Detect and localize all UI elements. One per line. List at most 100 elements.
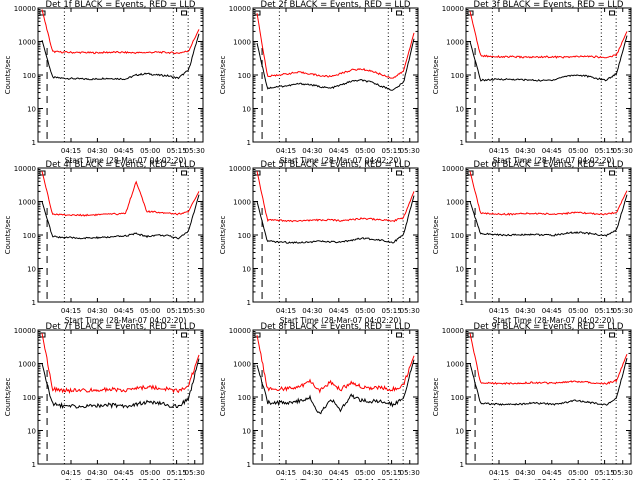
- series-line-events: [469, 194, 628, 237]
- y-axis-label: Counts/sec: [432, 216, 440, 255]
- corner-marker: [181, 10, 188, 16]
- x-tick-label: 04:15: [61, 147, 81, 155]
- x-tick-label: 04:45: [542, 469, 562, 477]
- series-line-events: [256, 195, 415, 244]
- corner-marker: [396, 170, 403, 176]
- y-tick-label: 1000: [233, 361, 251, 369]
- x-tick-label: 05:30: [400, 307, 420, 315]
- x-tick-label: 04:30: [515, 147, 535, 155]
- x-tick-label: 04:45: [329, 147, 349, 155]
- series-line-lld: [256, 13, 415, 79]
- y-tick-label: 10000: [442, 327, 464, 335]
- y-tick-label: 1000: [446, 199, 464, 207]
- y-tick-label: 1: [247, 139, 251, 147]
- x-tick-label: 04:30: [87, 147, 107, 155]
- y-tick-label: 10000: [14, 5, 36, 13]
- y-tick-label: 100: [23, 394, 36, 402]
- y-tick-label: 1: [32, 461, 36, 469]
- x-axis-label: Start Time (28-Mar-07 04:02:20): [65, 478, 187, 480]
- series-line-lld: [41, 9, 200, 55]
- chart-title: Det 3f BLACK = Events, RED = LLD: [474, 0, 624, 10]
- plot-frame: [37, 167, 204, 303]
- x-tick-label: 05:00: [355, 147, 375, 155]
- x-tick-label: 05:00: [568, 307, 588, 315]
- y-tick-label: 10: [242, 266, 251, 274]
- y-tick-label: 1: [247, 461, 251, 469]
- x-tick-label: 05:30: [185, 307, 205, 315]
- y-tick-label: 100: [238, 72, 251, 80]
- chart-title: Det 4f BLACK = Events, RED = LLD: [46, 160, 196, 170]
- x-tick-label: 04:30: [302, 469, 322, 477]
- y-tick-label: 10000: [229, 165, 251, 173]
- x-tick-label: 04:45: [329, 307, 349, 315]
- x-tick-label: 05:30: [613, 147, 633, 155]
- series-line-lld: [469, 333, 628, 385]
- series-line-lld: [41, 333, 200, 394]
- y-tick-label: 10000: [14, 327, 36, 335]
- y-tick-label: 100: [23, 232, 36, 240]
- x-tick-label: 04:30: [515, 307, 535, 315]
- panel-det-8: Det 8f BLACK = Events, RED = LLD Counts/s…: [219, 322, 420, 480]
- corner-marker: [181, 332, 188, 338]
- x-tick-label: 04:30: [87, 469, 107, 477]
- x-tick-label: 05:00: [568, 469, 588, 477]
- chart-title: Det 9f BLACK = Events, RED = LLD: [474, 322, 624, 332]
- y-tick-label: 10000: [229, 327, 251, 335]
- panel-det-3: Det 3f BLACK = Events, RED = LLD Counts/s…: [432, 0, 633, 165]
- y-tick-label: 1000: [18, 39, 36, 47]
- x-axis-label: Start Time (28-Mar-07 04:02:20): [493, 156, 615, 165]
- x-tick-label: 04:15: [61, 469, 81, 477]
- y-tick-label: 10: [27, 428, 36, 436]
- y-tick-label: 10: [242, 106, 251, 114]
- y-tick-label: 10000: [229, 5, 251, 13]
- y-axis-label: Counts/sec: [4, 56, 12, 95]
- chart-title: Det 2f BLACK = Events, RED = LLD: [261, 0, 411, 10]
- chart-title: Det 7f BLACK = Events, RED = LLD: [46, 322, 196, 332]
- panel-det-4: Det 4f BLACK = Events, RED = LLD Counts/s…: [4, 160, 205, 325]
- panel-det-6: Det 6f BLACK = Events, RED = LLD Counts/s…: [432, 160, 633, 325]
- y-tick-label: 1: [247, 299, 251, 307]
- y-tick-label: 1000: [18, 361, 36, 369]
- x-tick-label: 04:45: [542, 147, 562, 155]
- plot-frame: [465, 7, 632, 143]
- series-line-events: [469, 35, 628, 82]
- x-tick-label: 05:15: [382, 147, 402, 155]
- y-tick-label: 10: [242, 428, 251, 436]
- series-line-lld: [41, 171, 200, 217]
- plot-frame: [252, 167, 419, 303]
- x-axis-label: Start Time (28-Mar-07 04:02:20): [65, 156, 187, 165]
- panel-det-5: Det 5f BLACK = Events, RED = LLD Counts/s…: [219, 160, 420, 325]
- x-tick-label: 04:45: [329, 469, 349, 477]
- y-axis-label: Counts/sec: [219, 56, 227, 95]
- y-axis-label: Counts/sec: [432, 378, 440, 417]
- series-line-lld: [256, 335, 415, 394]
- series-line-lld: [256, 171, 415, 223]
- y-axis-label: Counts/sec: [4, 216, 12, 255]
- y-tick-label: 10: [27, 106, 36, 114]
- plot-frame: [252, 329, 419, 465]
- y-tick-label: 100: [238, 232, 251, 240]
- x-tick-label: 05:15: [382, 469, 402, 477]
- x-tick-label: 05:15: [595, 469, 615, 477]
- x-tick-label: 04:45: [114, 307, 134, 315]
- panel-det-7: Det 7f BLACK = Events, RED = LLD Counts/s…: [4, 322, 205, 480]
- x-tick-label: 05:00: [140, 307, 160, 315]
- x-tick-label: 04:15: [489, 307, 509, 315]
- y-axis-label: Counts/sec: [4, 378, 12, 417]
- x-tick-label: 04:30: [302, 307, 322, 315]
- x-tick-label: 04:30: [87, 307, 107, 315]
- x-tick-label: 05:15: [167, 469, 187, 477]
- y-axis-label: Counts/sec: [219, 216, 227, 255]
- y-tick-label: 1: [32, 139, 36, 147]
- x-tick-label: 05:15: [595, 307, 615, 315]
- panel-det-2: Det 2f BLACK = Events, RED = LLD Counts/s…: [219, 0, 420, 165]
- y-tick-label: 10: [455, 106, 464, 114]
- series-line-lld: [469, 171, 628, 216]
- y-tick-label: 1000: [18, 199, 36, 207]
- y-tick-label: 10000: [442, 165, 464, 173]
- y-tick-label: 1000: [446, 39, 464, 47]
- chart-title: Det 1f BLACK = Events, RED = LLD: [46, 0, 196, 10]
- series-line-events: [256, 38, 415, 91]
- y-tick-label: 10000: [442, 5, 464, 13]
